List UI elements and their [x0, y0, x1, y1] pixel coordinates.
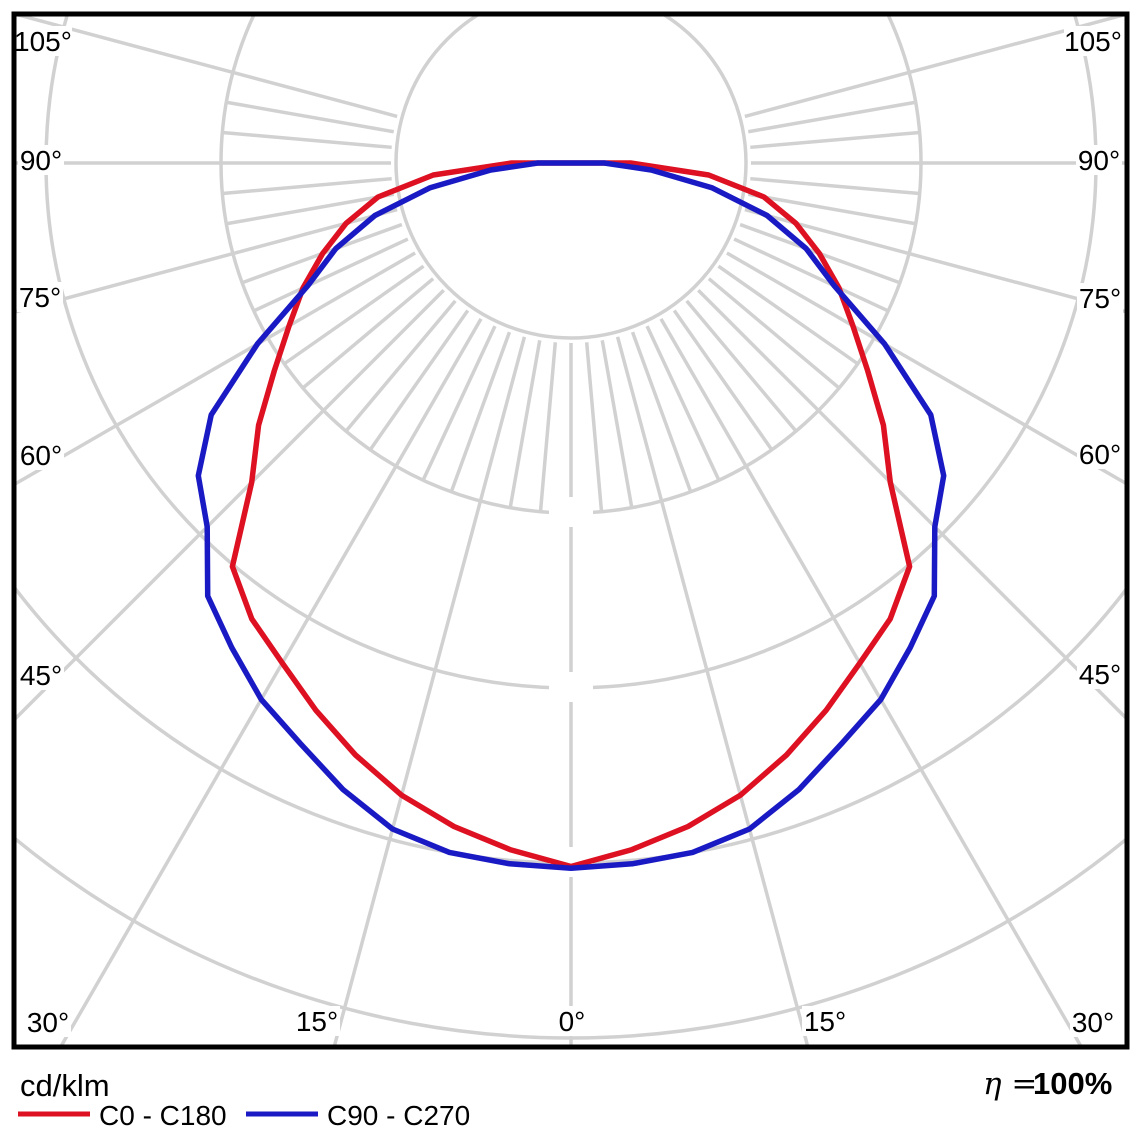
intensity-curves — [195, 160, 947, 872]
angle-label-bg — [18, 440, 64, 470]
angle-label-bg — [549, 1006, 595, 1036]
angle-label-bg — [1064, 26, 1122, 56]
angle-label: 90° — [1078, 145, 1120, 176]
grid-radial-minor — [368, 309, 470, 451]
grid-radial-minor — [508, 339, 542, 508]
angle-label-bg — [25, 1007, 71, 1037]
ring-value-gap — [549, 497, 593, 527]
angle-label: 105° — [14, 26, 72, 57]
grid-radial-major — [744, 207, 1126, 314]
grid-radial-minor — [600, 339, 634, 508]
angle-label: 30° — [27, 1007, 69, 1038]
angle-labels: 105° 90° 75° 60° 45° 30° 15° 0° 15° 30° 45° 60° 75° 9… — [14, 26, 1123, 1038]
grid-radial-minor — [717, 264, 859, 366]
grid-radial-minor — [253, 237, 409, 313]
angle-label: 75° — [19, 282, 61, 313]
grid-radial-minor — [301, 277, 435, 390]
grid-radial-minor — [733, 237, 889, 313]
grid-radial-minor — [538, 342, 558, 512]
grid-radial-minor — [222, 176, 392, 196]
angle-label: 90° — [20, 145, 62, 176]
grid-radial-minor — [645, 325, 721, 481]
grid-radial-major — [726, 251, 1126, 486]
angle-label: 45° — [20, 660, 62, 691]
angle-label: 0° — [559, 1006, 586, 1037]
ring-value-gap — [549, 672, 593, 702]
grid-radial-major — [16, 251, 416, 486]
grid-radial-major — [744, 16, 1125, 119]
grid-radial-major — [59, 318, 483, 1046]
angle-label-bg — [294, 1006, 340, 1036]
grid-radial-major — [332, 336, 527, 1046]
angle-label: 60° — [1079, 439, 1121, 470]
efficiency-symbol: η = — [983, 1066, 1037, 1102]
efficiency-value: 100% — [1033, 1066, 1112, 1101]
grid-radial-minor — [449, 331, 512, 493]
grid-radial-minor — [283, 264, 425, 366]
grid-radial-minor — [421, 325, 497, 481]
grid-radial-major — [16, 289, 445, 720]
grid-radial-major — [17, 16, 398, 119]
legend-label-c90: C90 - C270 — [327, 1100, 470, 1131]
grid-radial-minor — [222, 130, 392, 150]
angle-label-bg — [1070, 1007, 1116, 1037]
grid-radial-minor — [747, 192, 916, 226]
angle-label: 75° — [1079, 283, 1121, 314]
angle-label-bg — [802, 1006, 848, 1036]
grid-radial-minor — [344, 299, 457, 433]
angle-label: 105° — [1064, 26, 1122, 57]
angle-label: 15° — [296, 1006, 338, 1037]
angle-label: 60° — [20, 440, 62, 471]
angle-label-bg — [1076, 145, 1122, 175]
angle-label-bg — [14, 26, 72, 56]
grid-radial-minor — [672, 309, 774, 451]
grid-radial-minor — [226, 192, 395, 226]
grid-radial-minor — [685, 299, 798, 433]
legend-label-c0: C0 - C180 — [99, 1100, 227, 1131]
angle-label: 15° — [804, 1006, 846, 1037]
grid-radial-minor — [226, 100, 395, 134]
angle-label-bg — [1077, 659, 1123, 689]
grid-radial-minor — [630, 331, 693, 493]
curve-c90-c270 — [195, 160, 947, 872]
grid-radial-major — [697, 289, 1126, 720]
grid-radial-minor — [750, 130, 920, 150]
grid-radial-minor — [747, 100, 916, 134]
grid-radial-major — [16, 207, 398, 314]
grid-radial-minor — [707, 277, 841, 390]
grid-ring — [394, 16, 748, 340]
angle-label-bg — [17, 282, 63, 312]
angle-label-bg — [18, 145, 64, 175]
angle-label: 30° — [1072, 1007, 1114, 1038]
grid-radial-minor — [584, 342, 604, 512]
grid-radial-major — [659, 318, 1083, 1046]
angle-label-bg — [1077, 283, 1123, 313]
unit-label: cd/klm — [20, 1068, 110, 1103]
angle-label: 45° — [1079, 659, 1121, 690]
angle-label-bg — [1077, 439, 1123, 469]
grid-radial-minor — [750, 176, 920, 196]
angle-label-bg — [18, 660, 64, 690]
plot-border — [11, 11, 1130, 1050]
grid-radial-major — [615, 336, 810, 1046]
